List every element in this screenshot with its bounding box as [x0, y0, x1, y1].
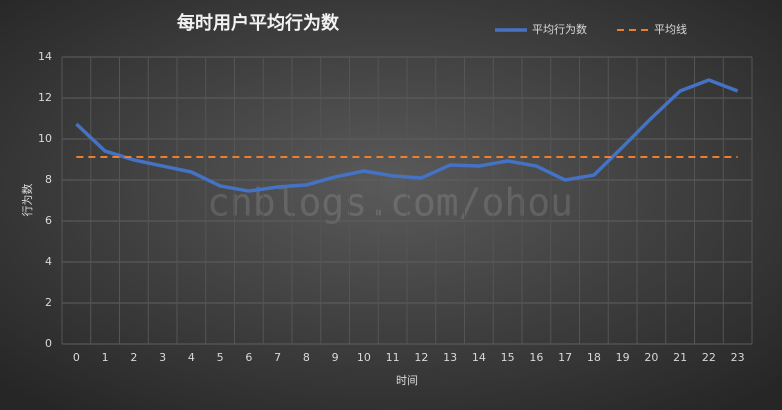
x-tick-label: 3	[159, 351, 166, 364]
y-tick-label: 14	[38, 50, 52, 63]
watermark: cnblogs.com/ohou	[207, 181, 573, 225]
legend-label: 平均线	[654, 22, 687, 36]
y-tick-label: 0	[45, 337, 52, 350]
chart-title: 每时用户平均行为数	[177, 12, 340, 34]
x-tick-label: 2	[130, 351, 137, 364]
y-tick-label: 12	[38, 91, 52, 104]
x-tick-label: 13	[443, 351, 457, 364]
legend-label: 平均行为数	[532, 23, 587, 36]
x-tick-label: 15	[501, 351, 515, 364]
x-tick-label: 16	[529, 351, 543, 364]
x-tick-label: 18	[587, 351, 601, 364]
y-axis-label: 行为数	[21, 184, 34, 217]
y-tick-label: 10	[38, 132, 52, 145]
x-tick-label: 12	[414, 351, 428, 364]
x-tick-label: 8	[303, 351, 310, 364]
x-tick-label: 20	[644, 351, 658, 364]
x-tick-label: 1	[102, 351, 109, 364]
x-tick-label: 11	[386, 351, 400, 364]
x-tick-label: 22	[702, 351, 716, 364]
x-axis-label: 时间	[396, 374, 418, 387]
x-tick-label: 9	[332, 351, 339, 364]
x-tick-label: 7	[274, 351, 281, 364]
x-tick-label: 23	[731, 351, 745, 364]
y-tick-label: 2	[45, 296, 52, 309]
x-tick-label: 4	[188, 351, 195, 364]
x-tick-label: 17	[558, 351, 572, 364]
x-tick-label: 5	[217, 351, 224, 364]
x-tick-label: 0	[73, 351, 80, 364]
series-line	[75, 78, 739, 193]
x-tick-label: 19	[616, 351, 630, 364]
x-tick-label: 10	[357, 351, 371, 364]
y-tick-label: 8	[45, 173, 52, 186]
y-tick-label: 6	[45, 214, 52, 227]
y-tick-label: 4	[45, 255, 52, 268]
x-tick-label: 14	[472, 351, 486, 364]
x-tick-label: 6	[245, 351, 252, 364]
x-tick-label: 21	[673, 351, 687, 364]
